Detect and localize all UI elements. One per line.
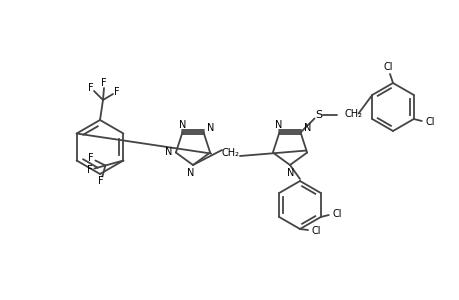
Text: CH₂: CH₂ <box>222 148 240 158</box>
Text: CH₂: CH₂ <box>344 110 362 119</box>
Text: F: F <box>88 83 94 93</box>
Text: F: F <box>101 78 106 88</box>
Text: F: F <box>87 152 93 163</box>
Text: Cl: Cl <box>311 226 320 236</box>
Text: N: N <box>303 123 311 134</box>
Text: Cl: Cl <box>382 62 392 72</box>
Text: N: N <box>179 120 186 130</box>
Text: F: F <box>86 164 92 175</box>
Text: N: N <box>165 147 172 157</box>
Text: N: N <box>207 123 214 134</box>
Text: N: N <box>274 120 281 130</box>
Text: Cl: Cl <box>424 117 434 127</box>
Text: Cl: Cl <box>331 209 341 219</box>
Text: S: S <box>314 110 321 120</box>
Text: F: F <box>114 87 119 97</box>
Text: F: F <box>97 176 103 187</box>
Text: N: N <box>187 168 194 178</box>
Text: N: N <box>287 168 294 178</box>
